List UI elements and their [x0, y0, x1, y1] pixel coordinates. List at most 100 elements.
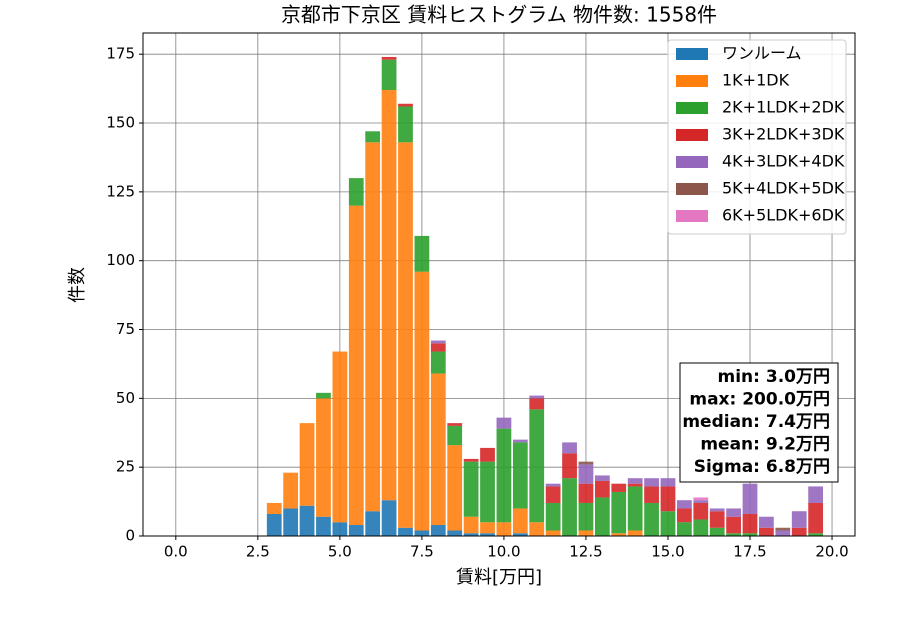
bar-segment	[529, 522, 545, 536]
bar-segment	[283, 472, 299, 509]
bar-segment	[480, 461, 495, 523]
bar-segment	[348, 205, 364, 525]
bar-segment	[381, 500, 397, 536]
bar-segment	[299, 423, 315, 506]
stats-line: Sigma: 6.8万円	[694, 457, 830, 477]
bar-segment	[742, 533, 758, 536]
bar-segment	[496, 417, 512, 429]
legend-swatch	[676, 156, 708, 168]
bar-segment	[365, 511, 381, 536]
x-axis-label: 賃料[万円]	[456, 567, 542, 588]
bar-segment	[529, 409, 545, 523]
bar-segment	[266, 513, 282, 536]
legend-swatch	[676, 210, 708, 222]
bar-segment	[414, 530, 430, 536]
bar-segment	[759, 516, 774, 528]
legend-label: 6K+5LDK+6DK	[722, 206, 845, 225]
bar-segment	[545, 530, 561, 536]
bar-segment	[480, 447, 495, 462]
bar-segment	[726, 533, 741, 536]
legend-label: 1K+1DK	[722, 71, 790, 90]
bar-segment	[430, 524, 446, 536]
bar-segment	[365, 131, 381, 143]
bar-segment	[693, 500, 709, 503]
bar-segment	[709, 511, 725, 528]
bar-segment	[348, 178, 364, 206]
bar-segment	[545, 486, 561, 503]
bar-segment	[365, 142, 381, 512]
bar-segment	[644, 486, 659, 503]
bar-segment	[562, 478, 577, 536]
bar-segment	[775, 527, 791, 531]
bar-segment	[594, 480, 610, 498]
bar-segment	[660, 511, 676, 536]
bar-segment	[627, 483, 643, 487]
legend-label: 3K+2LDK+3DK	[722, 125, 845, 144]
legend-label: 4K+3LDK+4DK	[722, 152, 845, 171]
bar-segment	[381, 56, 397, 60]
y-axis-label: 件数	[67, 267, 88, 303]
bar-segment	[578, 483, 594, 503]
bar-segment	[611, 533, 627, 536]
bar-segment	[775, 530, 791, 536]
bar-segment	[512, 442, 528, 509]
stats-line: max: 200.0万円	[689, 390, 830, 410]
bar-segment	[644, 478, 659, 487]
legend-box	[667, 39, 847, 235]
bar-segment	[463, 516, 479, 534]
bar-segment	[316, 392, 331, 399]
bar-segment	[283, 508, 299, 536]
y-tick-label: 25	[116, 458, 135, 476]
y-tick-label: 150	[106, 114, 135, 132]
x-tick-label: 0.0	[164, 543, 188, 561]
bar-segment	[463, 458, 479, 462]
bar-segment	[414, 271, 430, 531]
bar-segment	[545, 483, 561, 487]
y-tick-label: 175	[106, 45, 135, 63]
bar-segment	[463, 461, 479, 517]
bar-segment	[627, 530, 643, 536]
y-tick-label: 75	[116, 320, 135, 338]
x-tick-label: 7.5	[410, 543, 434, 561]
bar-segment	[594, 497, 610, 536]
bar-segment	[398, 106, 413, 143]
bar-segment	[299, 505, 315, 536]
bar-segment	[398, 142, 413, 528]
bar-segment	[529, 395, 545, 399]
bar-segment	[726, 508, 741, 517]
bar-segment	[578, 464, 594, 484]
bar-segment	[316, 516, 331, 536]
bar-segment	[742, 483, 758, 514]
bar-segment	[611, 483, 627, 492]
stats-line: mean: 9.2万円	[700, 435, 830, 455]
x-tick-label: 17.5	[733, 543, 766, 561]
bar-segment	[447, 530, 463, 536]
legend-swatch	[676, 75, 708, 87]
bar-segment	[562, 453, 577, 479]
bar-segment	[644, 502, 659, 536]
legend-label: 2K+1LDK+2DK	[722, 98, 845, 117]
bar-segment	[332, 522, 348, 536]
bar-segment	[660, 478, 676, 487]
bar-segment	[726, 516, 741, 534]
legend-label: ワンルーム	[722, 44, 802, 63]
bar-segment	[398, 103, 413, 107]
bar-segment	[791, 527, 807, 536]
bar-segment	[578, 530, 594, 536]
bar-segment	[447, 425, 463, 446]
bar-segment	[693, 497, 709, 501]
x-tick-label: 12.5	[569, 543, 602, 561]
bar-segment	[381, 89, 397, 501]
bar-segment	[578, 502, 594, 531]
stats-line: min: 3.0万円	[718, 367, 830, 387]
bar-segment	[627, 486, 643, 531]
legend-swatch	[676, 183, 708, 195]
bar-segment	[496, 522, 512, 536]
bar-segment	[677, 500, 692, 509]
bar-segment	[808, 502, 824, 534]
x-tick-label: 15.0	[651, 543, 684, 561]
bar-segment	[808, 486, 824, 503]
legend-swatch	[676, 48, 708, 60]
bar-segment	[611, 491, 627, 534]
x-tick-label: 5.0	[328, 543, 352, 561]
